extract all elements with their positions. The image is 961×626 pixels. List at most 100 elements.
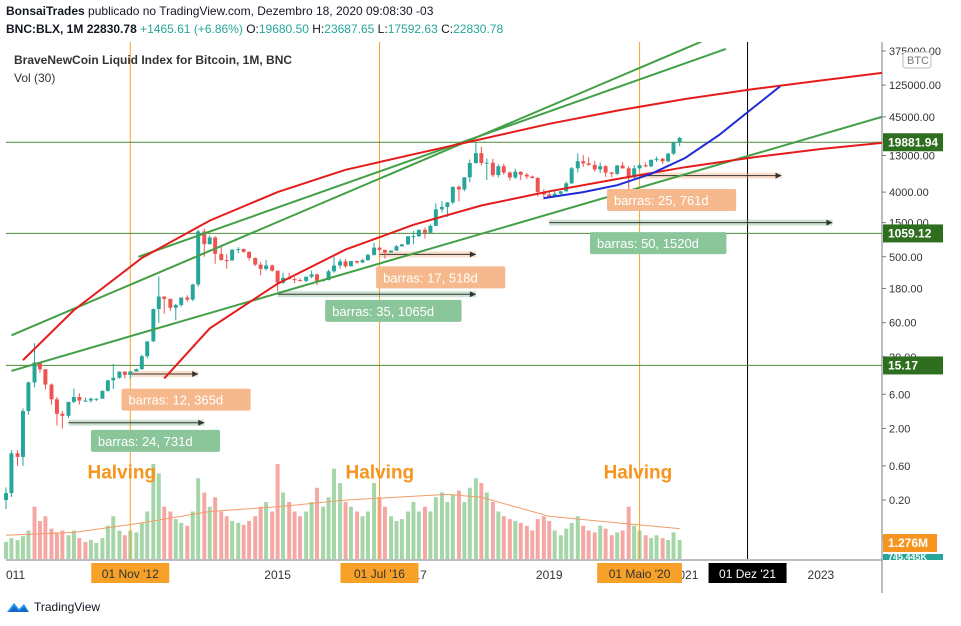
candle-body — [530, 176, 535, 178]
x-tick-label: 011 — [6, 568, 25, 582]
volume-bar — [496, 511, 501, 559]
candle-body — [535, 177, 540, 193]
range-label-text: barras: 25, 761d — [614, 193, 709, 208]
candle-body — [241, 249, 246, 252]
volume-bar — [406, 511, 410, 559]
volume-ma-line — [5, 493, 680, 536]
candle-body — [275, 270, 280, 283]
volume-bar — [139, 522, 144, 559]
range-label-box — [90, 429, 221, 452]
range-arrow-head — [775, 172, 782, 179]
volume-bar — [581, 525, 586, 559]
candle-body — [462, 177, 467, 190]
volume-bar — [270, 511, 275, 559]
curve-blue — [543, 85, 781, 200]
price-tag-text: 19881.94 — [888, 135, 938, 149]
volume-bar — [275, 464, 280, 559]
volume-bar — [207, 506, 212, 559]
candle-body — [66, 401, 71, 416]
candle-body — [456, 186, 461, 190]
volume-bar — [185, 525, 190, 559]
halving-label: Halving — [87, 462, 156, 483]
candle-body — [620, 165, 625, 169]
volume-bar — [309, 502, 314, 559]
last-price: 22830.78 — [86, 22, 137, 36]
volume-bar — [456, 490, 461, 559]
volume-bar — [654, 535, 659, 559]
volume-bar — [348, 506, 353, 559]
volume-bar — [524, 525, 529, 559]
volume-bar — [236, 522, 241, 559]
candle-body — [219, 253, 224, 261]
candle-body — [609, 172, 614, 174]
volume-bar — [179, 522, 184, 559]
candle-body — [473, 153, 478, 164]
range-label-text: barras: 24, 731d — [98, 434, 193, 449]
candle-body — [185, 297, 190, 300]
volume-bar — [168, 511, 173, 559]
marker-date-box — [597, 563, 682, 583]
price-chart[interactable]: barras: 24, 731d barras: 12, 365d barras: … — [0, 40, 961, 596]
candle-body — [247, 251, 252, 259]
high-label: H: — [312, 22, 325, 36]
candle-body — [654, 158, 659, 160]
candle-body — [100, 390, 105, 399]
candle-body — [117, 371, 122, 378]
volume-bar — [105, 525, 110, 559]
volume-bar — [54, 532, 59, 559]
marker-date-box — [91, 563, 170, 583]
candle-body — [230, 249, 235, 261]
low-label: L: — [377, 22, 388, 36]
close-label: C: — [441, 22, 454, 36]
candle-body — [558, 191, 563, 194]
volume-bar — [428, 511, 433, 559]
volume-bar — [450, 494, 455, 559]
candle-body — [581, 161, 586, 164]
volume-bar — [660, 538, 665, 559]
candle-body — [253, 258, 258, 265]
volume-bar — [332, 468, 336, 559]
y-tick-label: 4000.00 — [889, 187, 929, 199]
volume-bar — [258, 506, 263, 559]
candle-body — [439, 206, 444, 210]
candle-body — [416, 229, 421, 237]
candle-body — [139, 356, 144, 370]
volume-bar — [83, 541, 88, 559]
volume-bar — [575, 516, 580, 559]
candle-body — [671, 142, 676, 154]
volume-bar — [462, 502, 467, 559]
candle-body — [190, 284, 195, 300]
range-label-box — [121, 388, 251, 411]
y-tick-label: 45000.00 — [889, 112, 935, 124]
candle-body — [236, 249, 241, 251]
volume-bar — [355, 511, 360, 559]
candle-body — [43, 369, 48, 385]
candle-body — [202, 231, 207, 245]
volume-bar — [389, 516, 394, 559]
volume-bar — [134, 532, 139, 559]
range-arrow-head — [192, 371, 199, 378]
publish-header: BonsaiTrades publicado no TradingView.co… — [6, 4, 433, 18]
volume-bar — [77, 538, 82, 559]
volume-bar — [298, 516, 303, 559]
y-tick-label: 6.00 — [889, 389, 910, 401]
volume-bar — [649, 538, 654, 559]
candle-body — [501, 166, 506, 173]
volume-bar — [241, 524, 246, 559]
volume-bar — [66, 535, 71, 559]
volume-bar — [479, 483, 484, 559]
volume-bar — [9, 538, 14, 559]
curve-red-lower — [163, 141, 882, 380]
marker-date-label: 01 Jul '16 — [354, 567, 405, 581]
candle-body — [666, 153, 671, 162]
price-change: +1465.61 (+6.86%) — [140, 22, 243, 36]
volume-bar — [513, 521, 518, 559]
volume-bar — [467, 487, 472, 559]
volume-bar — [603, 528, 608, 559]
volume-bar — [394, 521, 399, 559]
volume-bar — [564, 528, 569, 559]
volume-bar — [60, 530, 65, 559]
price-tag-box — [883, 133, 943, 152]
candle-body — [94, 398, 99, 400]
range-label-text: barras: 17, 518d — [383, 270, 478, 285]
